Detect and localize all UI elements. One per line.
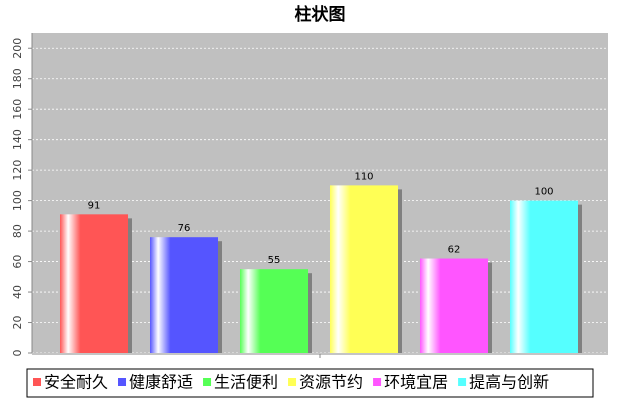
legend-label: 提高与创新 [469,373,549,392]
legend-label: 安全耐久 [44,373,108,392]
y-tick-label: 40 [11,285,24,299]
y-tick-label: 160 [11,99,24,120]
data-label: 55 [268,255,281,266]
bar [420,258,488,353]
y-tick-label: 140 [11,129,24,150]
y-tick-label: 20 [11,316,24,330]
data-label: 100 [534,187,553,198]
legend-swatch [118,378,127,386]
y-tick-label: 0 [11,350,24,357]
legend-swatch [33,378,41,386]
legend-swatch [288,378,297,386]
y-tick-label: 120 [11,160,24,181]
y-tick-label: 180 [11,68,24,89]
legend-label: 生活便利 [214,373,278,392]
bar [510,200,578,353]
data-label: 91 [88,200,101,211]
legend-label: 健康舒适 [129,373,193,392]
y-tick-label: 60 [11,255,24,269]
bar [330,185,398,353]
data-label: 62 [448,245,461,256]
bar [240,269,308,353]
data-label: 110 [354,171,373,182]
legend-swatch [203,378,212,386]
legend-swatch [373,378,382,386]
bar [150,237,218,353]
bar [60,214,128,353]
legend-label: 资源节约 [299,373,363,392]
chart-title: 柱状图 [295,4,346,25]
y-tick-label: 100 [11,190,24,211]
data-label: 76 [178,223,191,234]
y-tick-label: 80 [11,224,24,238]
legend-swatch [458,378,467,386]
y-tick-label: 200 [11,38,24,59]
legend-label: 环境宜居 [384,373,448,392]
